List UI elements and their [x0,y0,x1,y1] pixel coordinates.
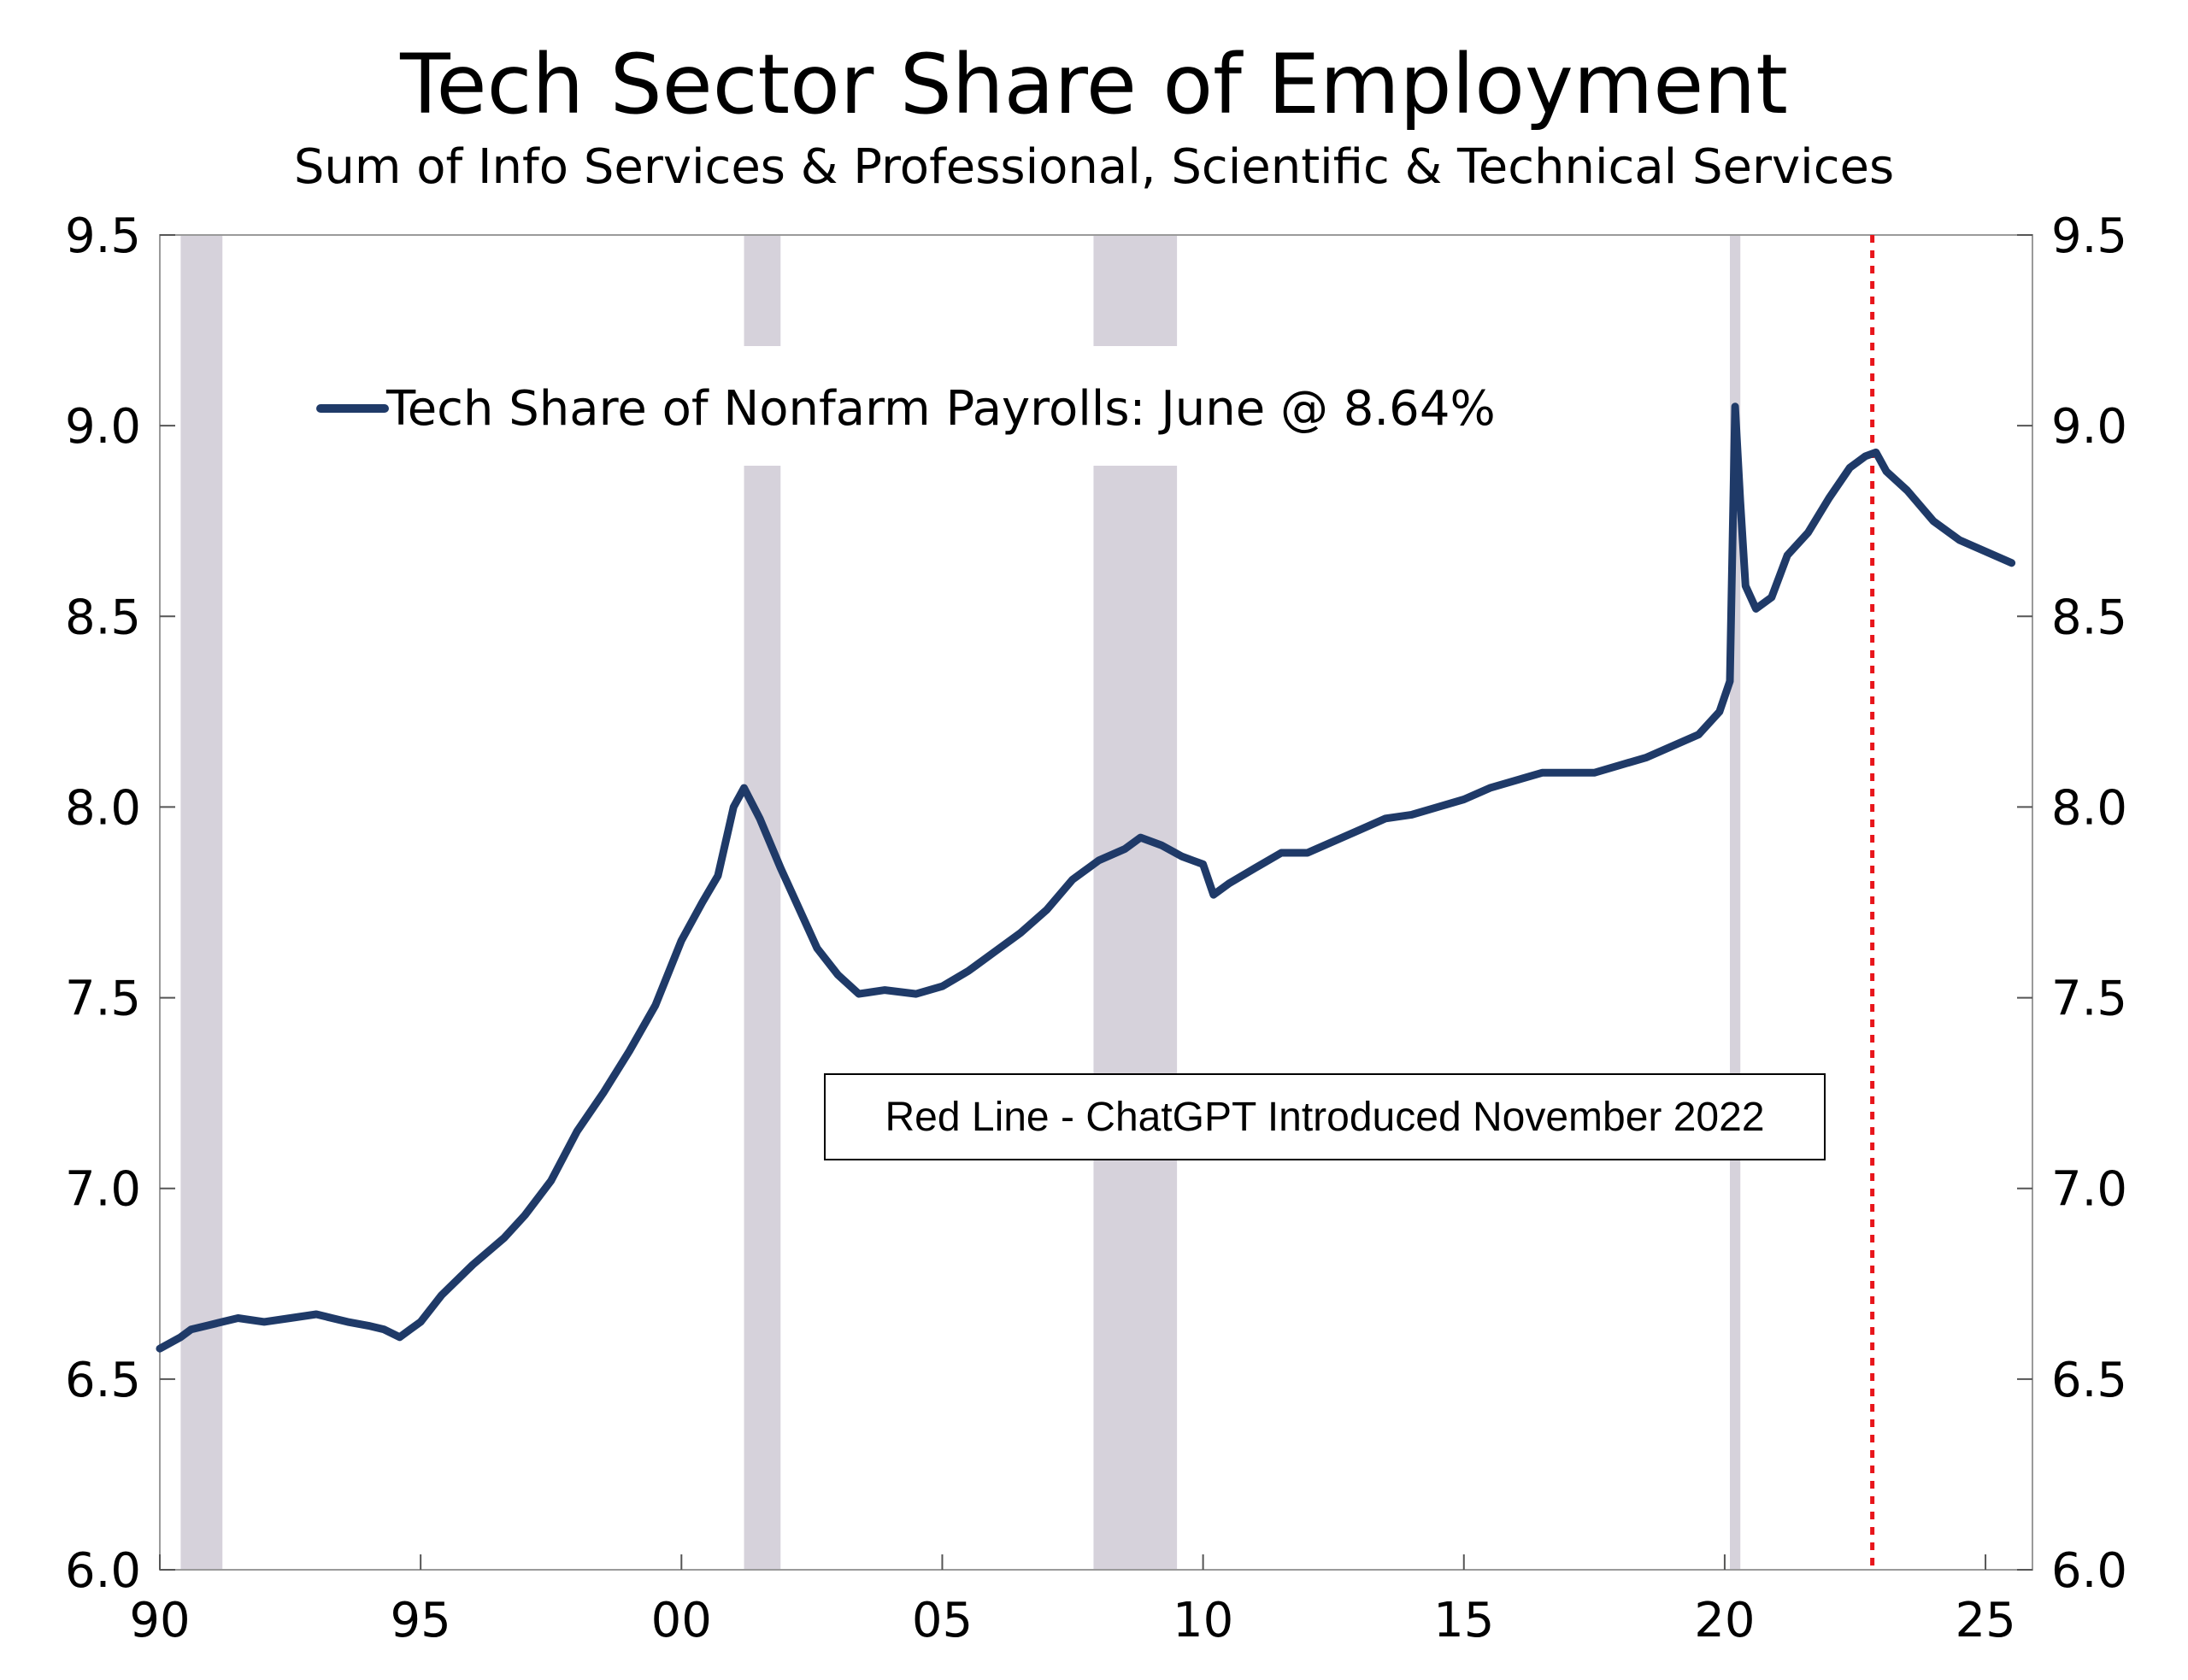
y-tick-label-right: 9.5 [2051,209,2127,264]
y-tick-label-left: 6.0 [65,1543,141,1599]
recession-band [180,235,223,1570]
plot-frame [159,234,2033,1571]
plot-border [159,234,2033,1571]
x-tick-label: 95 [391,1593,451,1648]
y-tick-label-right: 6.0 [2051,1543,2127,1599]
legend: Tech Share of Nonfarm Payrolls: June @ 8… [316,381,1496,437]
y-tick-label-right: 8.5 [2051,590,2127,645]
series-line [156,402,2016,1353]
y-tick-label-left: 6.5 [65,1353,141,1408]
legend-label: Tech Share of Nonfarm Payrolls: June @ 8… [385,381,1496,437]
y-tick-label-left: 9.0 [65,399,141,455]
y-tick-label-right: 7.5 [2051,972,2127,1027]
x-tick-label: 10 [1173,1593,1233,1648]
y-tick-label-right: 6.5 [2051,1353,2127,1408]
x-tick-label: 15 [1433,1593,1494,1648]
chart-subtitle: Sum of Info Services & Professional, Sci… [294,139,1894,195]
legend-background [231,346,1658,466]
x-tick-label: 25 [1955,1593,2015,1648]
x-tick-label: 05 [912,1593,973,1648]
y-tick-label-right: 8.0 [2051,780,2127,836]
y-tick-label-left: 7.0 [65,1162,141,1218]
y-tick-label-left: 7.5 [65,972,141,1027]
annotation-box: Red Line - ChatGPT Introduced November 2… [824,1073,1826,1160]
annotation-text: Red Line - ChatGPT Introduced November 2… [885,1095,1764,1140]
x-tick-label: 20 [1694,1593,1755,1648]
x-tick-label: 90 [129,1593,190,1648]
y-tick-label-left: 9.5 [65,209,141,264]
y-tick-label-right: 7.0 [2051,1162,2127,1218]
annotation-frame [824,1073,1826,1160]
chart-title: Tech Sector Share of Employment [399,37,1788,132]
y-tick-label-left: 8.0 [65,780,141,836]
x-tick-label: 00 [651,1593,712,1648]
series-layer [156,402,2016,1353]
y-tick-label-left: 8.5 [65,590,141,645]
axes-layer: 6.0 6.0 6.5 6.5 7.0 7.0 7.5 7.5 8.0 8.0 8.5 8.5 9.0 9… [65,209,2127,1648]
y-tick-label-right: 9.0 [2051,399,2127,455]
